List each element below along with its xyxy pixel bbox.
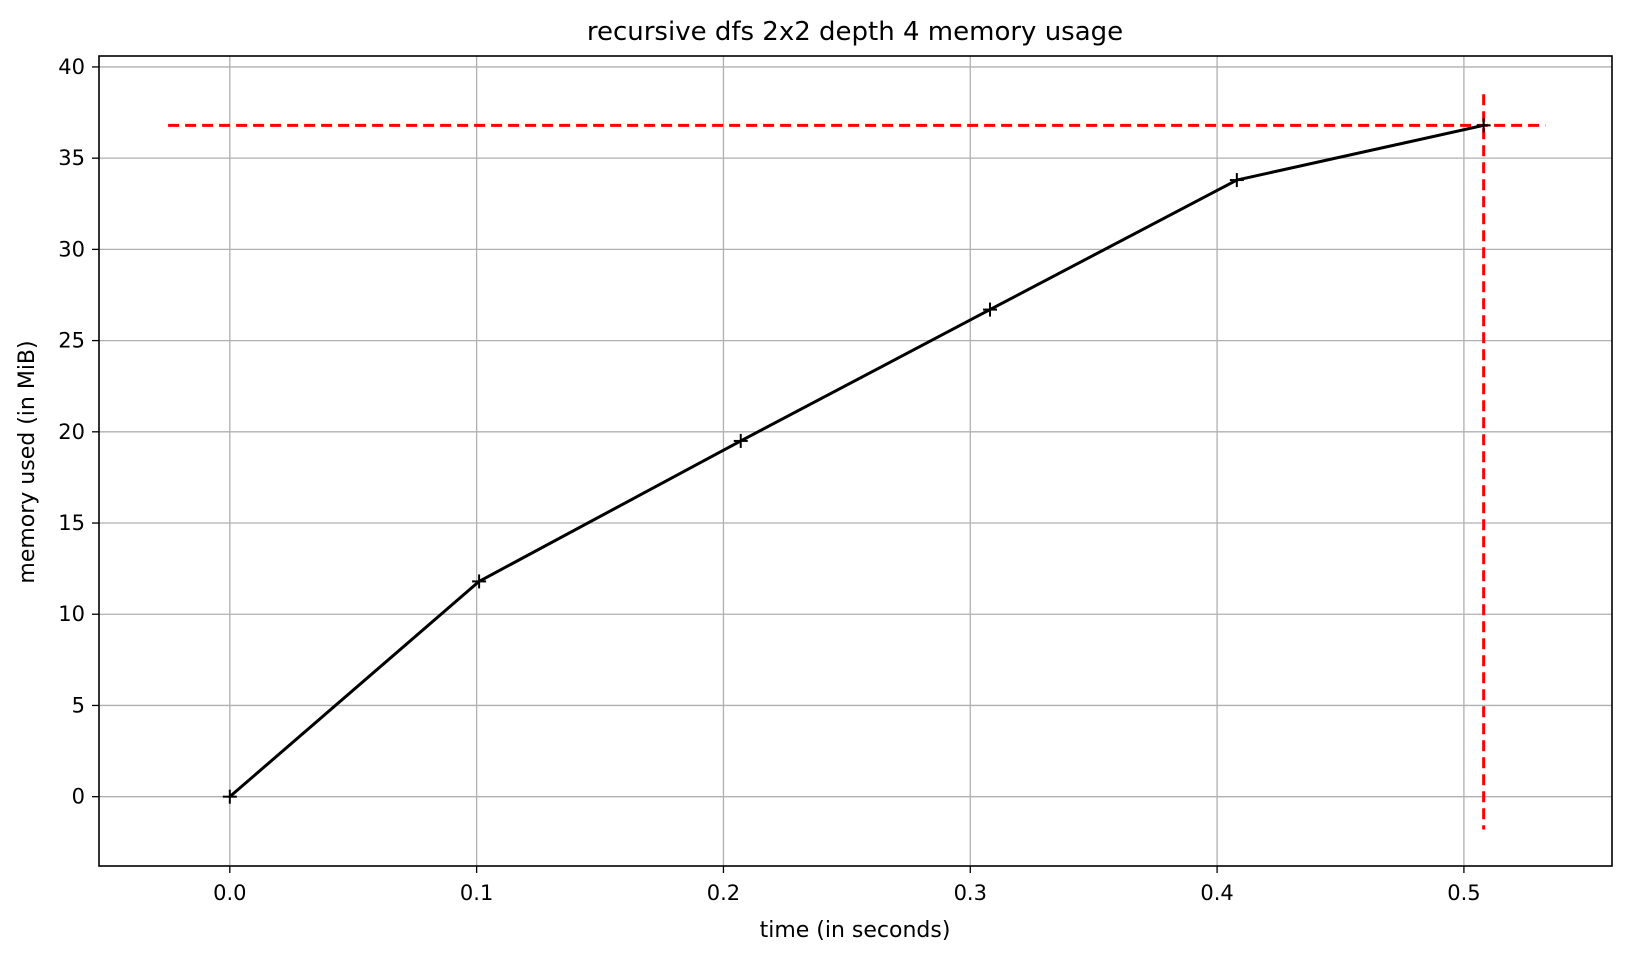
x-axis: 0.0 0.1 0.2 0.3 0.4 0.5 xyxy=(213,866,1481,905)
y-tick-label: 0 xyxy=(72,785,85,809)
data-point xyxy=(472,574,487,589)
data-point xyxy=(733,433,748,448)
x-tick-label: 0.4 xyxy=(1200,881,1233,905)
y-axis-title: memory used (in MiB) xyxy=(15,340,40,583)
y-tick-label: 10 xyxy=(58,602,85,626)
y-tick-label: 30 xyxy=(58,237,85,261)
x-tick-label: 0.1 xyxy=(460,881,493,905)
y-tick-label: 20 xyxy=(58,420,85,444)
data-point xyxy=(1229,173,1244,188)
x-tick-label: 0.0 xyxy=(213,881,246,905)
x-tick-label: 0.3 xyxy=(954,881,987,905)
plot-frame xyxy=(98,55,1613,867)
y-tick-label: 5 xyxy=(72,693,85,717)
data-point xyxy=(1476,118,1491,133)
reference-lines xyxy=(168,94,1546,830)
data-series xyxy=(222,118,1491,804)
y-tick-label: 40 xyxy=(58,55,85,79)
data-point xyxy=(222,789,237,804)
y-tick-label: 25 xyxy=(58,329,85,353)
y-tick-label: 15 xyxy=(58,511,85,535)
y-axis: 0 5 10 15 20 25 30 35 40 xyxy=(58,55,99,809)
chart-title: recursive dfs 2x2 depth 4 memory usage xyxy=(587,17,1123,47)
grid-lines xyxy=(99,56,1612,866)
x-tick-label: 0.5 xyxy=(1447,881,1480,905)
series-line xyxy=(228,123,1484,798)
data-point xyxy=(983,302,998,317)
x-axis-title: time (in seconds) xyxy=(760,918,951,943)
x-tick-label: 0.2 xyxy=(707,881,740,905)
y-tick-label: 35 xyxy=(58,146,85,170)
